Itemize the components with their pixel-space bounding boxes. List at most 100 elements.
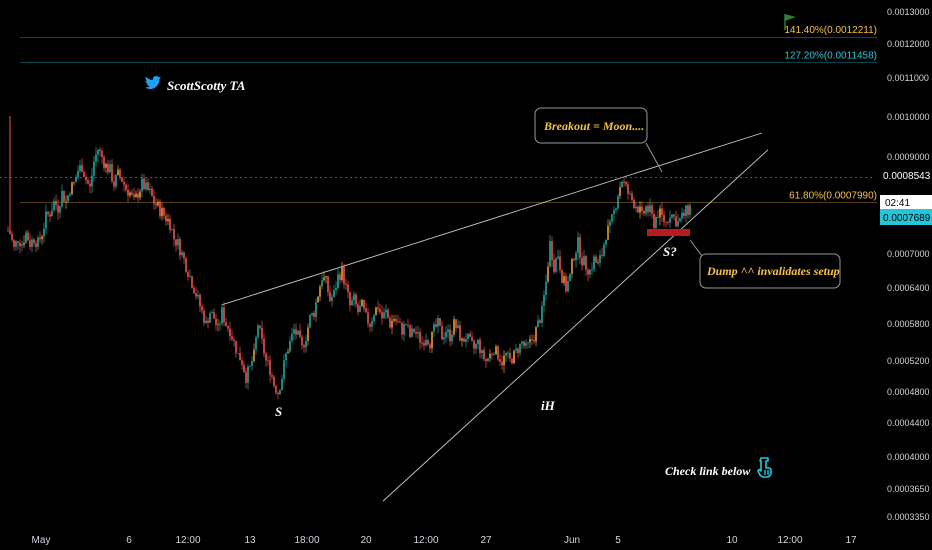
- candle-body: [97, 149, 99, 155]
- candle-body: [559, 256, 561, 271]
- candle-body: [529, 338, 531, 343]
- candle-body: [667, 222, 669, 223]
- dump-callout: Dump ^^ invalidates setup: [689, 239, 841, 289]
- brand: ScottScotty TA: [145, 76, 246, 93]
- candle-body: [177, 239, 179, 246]
- candle-body: [557, 256, 559, 259]
- candle-body: [587, 269, 589, 275]
- candle-body: [467, 333, 469, 340]
- candle-body: [183, 252, 185, 259]
- candle-body: [657, 217, 659, 218]
- candle-body: [127, 189, 129, 196]
- candle-body: [103, 156, 105, 168]
- candle-body: [575, 252, 577, 261]
- candle-body: [347, 284, 349, 293]
- lower-wedge-line: [382, 149, 769, 502]
- breakout-callout: Breakout = Moon....: [534, 107, 663, 173]
- x-tick-label: 12:00: [175, 535, 200, 546]
- candle-body: [19, 242, 21, 247]
- x-tick-label: 12:00: [777, 535, 802, 546]
- candle-body: [495, 346, 497, 355]
- candle-body: [527, 342, 529, 344]
- pointing-down-hand-icon: [757, 457, 772, 478]
- candle-body: [615, 208, 617, 211]
- candle-body: [577, 237, 579, 253]
- candle-body: [197, 294, 199, 297]
- candle-body: [99, 149, 101, 152]
- candle-body: [241, 360, 243, 365]
- breakout-callout-box: [534, 107, 648, 144]
- candle-body: [179, 239, 181, 256]
- time-axis[interactable]: May 6 12:00 13 18:00 20 12:00 27 Jun 5 10 12:00 17: [32, 535, 857, 546]
- candle-body: [401, 323, 403, 335]
- candle-body: [427, 340, 429, 345]
- candle-body: [343, 266, 345, 285]
- candle-body: [17, 241, 19, 243]
- check-link-label: Check link below: [665, 464, 751, 478]
- candle-body: [235, 340, 237, 353]
- candle-body: [95, 154, 97, 162]
- candle-body: [351, 300, 353, 306]
- candle-body: [385, 309, 387, 313]
- countdown-value: 02:41: [885, 198, 910, 209]
- dump-callout-box: [699, 253, 841, 289]
- invalidation-zone: [647, 229, 690, 236]
- candle-body: [623, 181, 625, 183]
- candle-body: [199, 294, 201, 307]
- candle-body: [11, 233, 13, 240]
- candle-body: [489, 353, 491, 359]
- candle-body: [267, 360, 269, 362]
- candle-body: [381, 312, 383, 319]
- y-tick-label: 0.0004400: [887, 418, 930, 428]
- candle-body: [165, 215, 167, 222]
- candle-body: [627, 184, 629, 194]
- candle-body: [111, 164, 113, 182]
- candle-body: [411, 328, 413, 337]
- candle-body: [9, 230, 11, 234]
- candle-body: [289, 340, 291, 352]
- y-tick-label: 0.0004800: [887, 387, 930, 397]
- candle-body: [583, 256, 585, 266]
- candle-body: [273, 376, 275, 387]
- last-price-tag: 0.0007689: [880, 209, 932, 225]
- candle-body: [679, 218, 681, 222]
- candle-body: [63, 190, 65, 202]
- candle-body: [261, 327, 263, 339]
- candle-body: [251, 360, 253, 366]
- candle-body: [355, 294, 357, 305]
- candle-body: [663, 214, 665, 222]
- candle-body: [617, 196, 619, 209]
- left-shoulder-label: S: [275, 404, 282, 419]
- candle-body: [433, 324, 435, 332]
- candle-body: [537, 320, 539, 328]
- candle-body: [383, 312, 385, 319]
- candle-body: [653, 213, 655, 229]
- candle-body: [555, 258, 557, 272]
- candle-body: [29, 240, 31, 248]
- candle-body: [59, 206, 61, 213]
- candle-body: [115, 175, 117, 187]
- candle-body: [611, 214, 613, 222]
- candle-body: [143, 178, 145, 190]
- candle-body: [585, 256, 587, 270]
- candle-body: [307, 327, 309, 341]
- candle-body: [389, 317, 391, 328]
- candle-body: [641, 206, 643, 211]
- candle-body: [87, 180, 89, 184]
- y-tick-label: 0.0012000: [887, 39, 930, 49]
- candle-body: [131, 192, 133, 195]
- candle-body: [209, 313, 211, 323]
- candle-body: [33, 239, 35, 244]
- candle-body: [279, 389, 281, 395]
- candle-body: [399, 322, 401, 324]
- breakout-label: Breakout = Moon....: [543, 119, 644, 133]
- candle-body: [645, 206, 647, 214]
- candle-body: [281, 378, 283, 390]
- candle-body: [531, 338, 533, 340]
- candle-body: [49, 214, 51, 217]
- candle-body: [225, 322, 227, 326]
- price-axis[interactable]: 0.0013000 0.0012000 0.0011000 0.0010000 0.00…: [887, 7, 930, 522]
- candle-body: [371, 321, 373, 327]
- candle-body: [85, 177, 87, 181]
